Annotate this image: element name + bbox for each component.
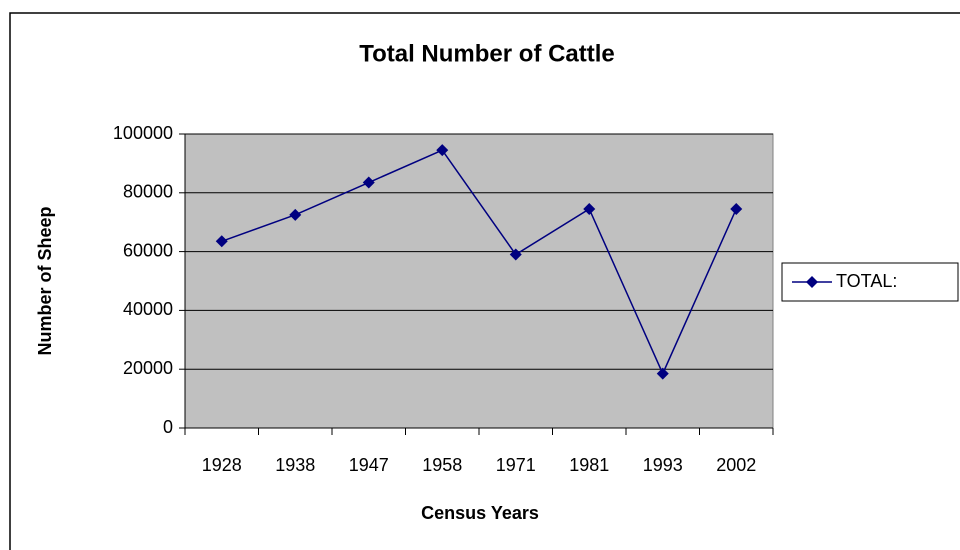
x-tick-label: 1981: [569, 455, 609, 475]
x-axis-title: Census Years: [421, 503, 539, 523]
data-point: [730, 202, 743, 215]
x-tick-label: 1993: [643, 455, 683, 475]
legend-marker: [806, 276, 818, 288]
y-tick-label: 100000: [113, 123, 173, 143]
data-point: [509, 248, 522, 261]
data-point: [583, 202, 596, 215]
data-point: [289, 208, 302, 221]
plot-area: [184, 133, 774, 429]
x-tick-label: 1928: [202, 455, 242, 475]
y-tick-label: 40000: [123, 299, 173, 319]
x-tick-label: 1938: [275, 455, 315, 475]
x-tick-label: 1947: [349, 455, 389, 475]
legend-label: TOTAL:: [836, 271, 897, 291]
data-point: [215, 235, 228, 248]
data-point: [362, 176, 375, 189]
y-tick-label: 0: [163, 417, 173, 437]
x-tick-label: 1958: [422, 455, 462, 475]
y-axis-title: Number of Sheep: [35, 206, 55, 355]
x-tick-label: 1971: [496, 455, 536, 475]
data-point: [436, 144, 449, 157]
y-tick-label: 60000: [123, 240, 173, 260]
series-line: [221, 149, 737, 376]
x-tick-label: 2002: [716, 455, 756, 475]
y-tick-label: 20000: [123, 358, 173, 378]
chart-title: Total Number of Cattle: [359, 40, 615, 67]
y-tick-label: 80000: [123, 182, 173, 202]
data-point: [656, 367, 669, 380]
